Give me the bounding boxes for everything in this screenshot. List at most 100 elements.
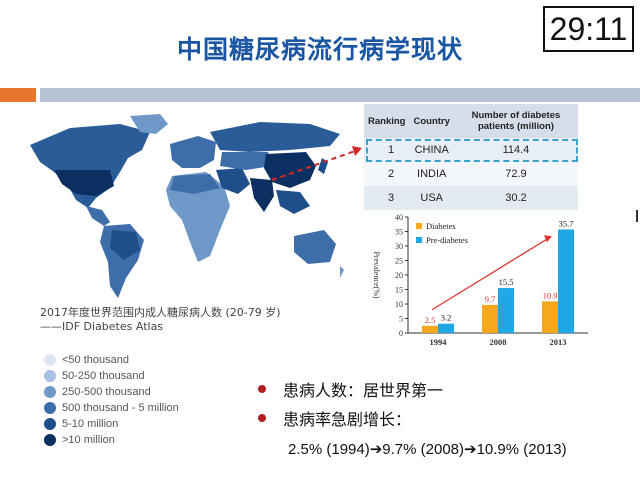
legend-label: Diabetes: [426, 221, 456, 231]
header-country: Country: [409, 104, 454, 138]
cell-rank: 3: [364, 186, 410, 210]
bullet-list: 患病人数：居世界第一 患病率急剧增长：: [258, 374, 443, 432]
trend-arrow: [431, 236, 551, 311]
y-axis-label: Prevalence(%): [372, 251, 381, 298]
legend-label: >10 million: [62, 434, 115, 446]
bar-pre-diabetes: [438, 323, 454, 333]
map-source: ——IDF Diabetes Atlas: [40, 320, 164, 333]
legend-item: <50 thousand: [44, 352, 179, 368]
cell-country: CHINA: [409, 138, 454, 162]
legend-label: <50 thousand: [62, 354, 129, 366]
legend-label: 250-500 thousand: [62, 386, 151, 398]
bar-pre-diabetes: [498, 288, 514, 333]
map-russia: [210, 122, 340, 152]
world-diabetes-map: [30, 114, 344, 298]
y-tick-label: 5: [399, 315, 403, 324]
cell-value: 30.2: [453, 186, 578, 210]
legend-swatch: [44, 434, 56, 446]
cell-rank: 2: [364, 162, 410, 186]
legend-swatch: [44, 386, 56, 398]
cell-value: 72.9: [453, 162, 578, 186]
bullet-dot: [258, 384, 266, 393]
bullet-text: 患病人数：居世界第一: [283, 380, 444, 400]
table-row: 1 CHINA 114.4: [364, 138, 578, 162]
y-tick-label: 10: [395, 300, 403, 309]
legend-item: 50-250 thousand: [44, 368, 179, 384]
data-label: 9.7: [485, 294, 496, 304]
legend-swatch: [44, 418, 56, 430]
legend-item: >10 million: [44, 432, 179, 448]
map-nz: [340, 266, 344, 278]
legend-item: 500 thousand - 5 million: [44, 400, 179, 416]
legend-label: 5-10 million: [62, 418, 119, 430]
china-row-highlight: [366, 139, 578, 162]
map-central-america: [86, 206, 110, 226]
bullet-text: 患病率急剧增长：: [283, 409, 412, 429]
china-pointer-arrowhead: [352, 146, 362, 156]
cell-value: 114.4: [453, 138, 578, 162]
title-band-accent: [0, 88, 36, 102]
bullet-item: 患病率急剧增长：: [258, 403, 443, 432]
map-caption: 2017年度世界范围内成人糖尿病人数 (20-79 岁): [40, 306, 281, 319]
y-tick-label: 35: [395, 228, 403, 237]
bar-diabetes: [422, 325, 438, 333]
y-tick-label: 25: [395, 257, 403, 266]
legend-swatch: [44, 354, 56, 366]
growth-summary: 2.5% (1994)➔9.7% (2008)➔10.9% (2013): [288, 441, 567, 458]
data-label: 15.5: [499, 277, 514, 287]
ranking-table: Ranking Country Number of diabetes patie…: [364, 104, 578, 210]
bar-diabetes: [482, 304, 498, 333]
map-legend: <50 thousand 50-250 thousand 250-500 tho…: [44, 352, 179, 448]
title-band: [40, 88, 640, 102]
slide-edge-mark: [636, 210, 638, 222]
x-tick-label: 1994: [430, 337, 448, 347]
legend-label: 500 thousand - 5 million: [62, 402, 179, 414]
y-tick-label: 0: [399, 329, 403, 338]
header-patients: Number of diabetes patients (million): [453, 104, 578, 138]
map-north-africa: [170, 174, 220, 194]
y-tick-label: 15: [395, 286, 403, 295]
y-tick-label: 40: [395, 213, 403, 222]
map-southeast-asia: [276, 190, 310, 214]
bar-pre-diabetes: [558, 229, 574, 333]
bullet-item: 患病人数：居世界第一: [258, 374, 443, 403]
cell-country: USA: [409, 186, 454, 210]
legend-swatch: [416, 223, 422, 229]
data-label: 35.7: [559, 218, 574, 228]
map-middle-east: [216, 168, 250, 194]
bar-diabetes: [542, 301, 558, 333]
data-label: 3.2: [441, 313, 452, 323]
prevalence-chart: 0 5 10 15 20 25 30 35 40 Prevalence(%) 2.5 3.2 1994 9…: [372, 213, 588, 347]
map-africa: [166, 172, 230, 262]
map-japan: [318, 158, 328, 174]
legend-label: Pre-diabetes: [426, 235, 468, 245]
data-label: 10.9: [543, 290, 558, 300]
table-row: 3 USA 30.2: [364, 186, 578, 210]
table-header-row: Ranking Country Number of diabetes patie…: [364, 104, 578, 138]
map-europe: [170, 136, 216, 168]
trend-arrowhead: [544, 235, 552, 243]
x-tick-label: 2008: [490, 337, 507, 347]
map-india: [250, 178, 274, 212]
legend-item: 5-10 million: [44, 416, 179, 432]
cell-rank: 1: [364, 138, 410, 162]
map-usa: [54, 170, 114, 196]
data-label: 2.5: [425, 315, 436, 325]
timer-display: 29:11: [543, 6, 634, 52]
y-tick-label: 30: [395, 242, 403, 251]
legend-swatch: [44, 370, 56, 382]
legend-item: 250-500 thousand: [44, 384, 179, 400]
map-brazil: [110, 230, 140, 260]
x-tick-label: 2013: [550, 337, 567, 347]
map-australia: [294, 230, 336, 264]
legend-swatch: [416, 237, 422, 243]
map-central-asia: [220, 152, 272, 170]
bullet-dot: [258, 413, 266, 422]
map-greenland: [130, 114, 168, 134]
map-north-america: [30, 124, 150, 208]
table-row: 2 INDIA 72.9: [364, 162, 578, 186]
legend-label: 50-250 thousand: [62, 370, 145, 382]
cell-country: INDIA: [409, 162, 454, 186]
header-ranking: Ranking: [364, 104, 410, 138]
slide-title: 中国糖尿病流行病学现状: [176, 35, 463, 64]
